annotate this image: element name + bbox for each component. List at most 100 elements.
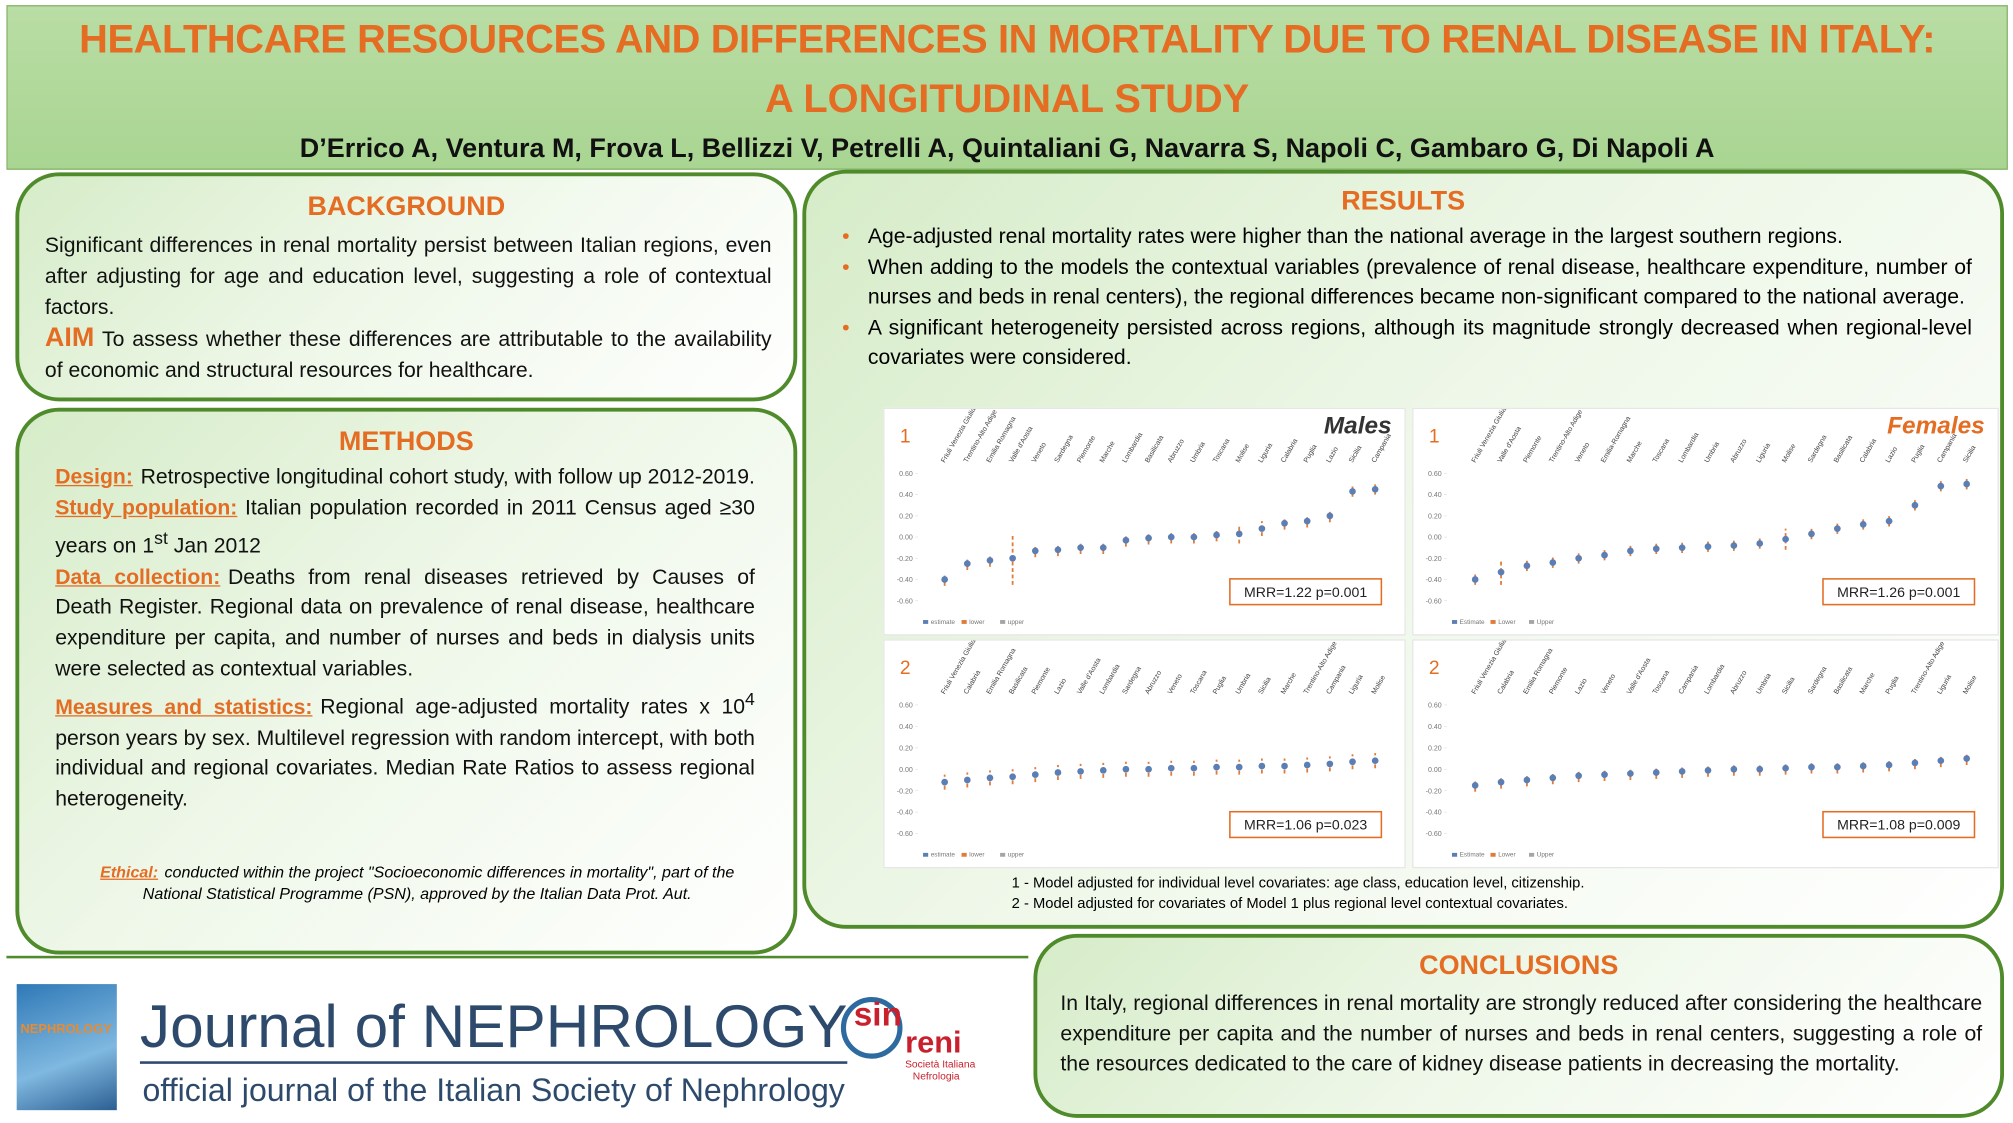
x-tick-label: Liguria [1348,674,1365,696]
y-tick-label: -0.20 [897,556,913,563]
estimate-point [1652,769,1660,776]
estimate-point [1549,559,1557,566]
estimate-point [1054,546,1062,554]
label: Data collection: [55,565,221,589]
estimate-point [1885,517,1893,525]
heading: CONCLUSIONS [1419,950,1619,981]
x-tick-label: Umbria [1235,672,1252,695]
y-tick-label: 0.00 [899,767,913,774]
estimate-point [1167,533,1175,541]
estimate-point [986,774,994,782]
y-tick-label: -0.20 [1426,556,1442,563]
estimate-point [941,576,948,583]
y-tick-label: 0.00 [1428,767,1442,774]
estimate-point [1756,765,1764,773]
title: HEALTHCARE RESOURCES AND DIFFERENCES IN … [79,16,1936,62]
x-tick-label: Veneto [1574,442,1591,465]
x-tick-label: Campania [1326,664,1348,695]
text: Deaths from renal diseases retrieved by … [55,565,755,681]
x-tick-label: Marche [1859,672,1877,696]
legend-swatch [1000,620,1006,624]
footnote: 1 - Model adjusted for individual level … [1011,876,1585,892]
y-tick-label: -0.40 [897,810,913,817]
text: Retrospective longitudinal cohort study,… [140,465,755,489]
estimate-point [1099,544,1107,552]
legend-swatch [1000,852,1006,857]
estimate-point [1911,501,1919,509]
text: Jan 2012 [167,535,261,559]
estimate-point [1497,568,1505,576]
estimate-point [1054,769,1062,776]
x-tick-label: Marche [1099,440,1117,464]
x-tick-label: Veneto [1167,673,1184,696]
annotation-box [1822,810,1976,839]
heading: RESULTS [1341,186,1466,217]
x-tick-label: Toscana [1190,669,1209,695]
legend-swatch [923,620,929,624]
journal-area: NEPHROLOGY Journal of NEPHROLOGY officia… [6,955,1029,1121]
x-tick-label: Valle d'Aosta [1008,426,1034,465]
x-tick-label: Sardegna [1807,666,1828,696]
y-tick-label: 0.60 [899,703,913,710]
x-tick-label: Lazio [1326,446,1341,464]
x-tick-label: Marche [1280,672,1298,696]
conclusions-box: CONCLUSIONS In Italy, regional differenc… [1033,933,2005,1118]
methods-list: Design: Retrospective longitudinal cohort… [55,463,755,815]
y-tick-label: 0.00 [899,535,913,542]
estimate-point [1145,534,1152,542]
estimate-point [1601,771,1608,778]
journal-name: Journal of NEPHROLOGY [139,992,848,1064]
estimate-point [1627,547,1634,555]
estimate-point [1859,762,1867,770]
estimate-point [1704,543,1712,550]
x-tick-label: Veneto [1031,442,1048,465]
x-tick-label: Lombardia [1678,432,1701,464]
estimate-point [1326,512,1334,520]
x-tick-label: Lombardia [1122,432,1145,464]
estimate-point [1678,768,1686,775]
method-item: Study population: Italian population reco… [55,494,755,563]
logo-society: Società Italiana [905,1058,976,1071]
x-tick-label: Molise [1371,674,1387,695]
x-tick-label: Lombardia [1099,663,1122,695]
estimate-point [1471,576,1479,583]
x-tick-label: Liguria [1936,674,1953,696]
y-tick-label: -0.40 [1426,810,1442,817]
bullet: When adding to the models the contextual… [837,253,1972,313]
annotation: MRR=1.22 p=0.001 [1244,584,1367,600]
panel-label: 1 [1429,427,1440,448]
x-tick-label: Sardegna [1807,434,1828,464]
authors: D’Errico A, Ventura M, Frova L, Bellizzi… [299,133,1715,164]
x-tick-label: Sardegna [1054,434,1075,464]
annotation: MRR=1.08 p=0.009 [1837,817,1960,833]
x-tick-label: Puglia [1885,675,1901,696]
results-bullets: Age-adjusted renal mortality rates were … [837,223,1972,374]
legend-swatch [1529,620,1535,624]
logo-sin: sin [853,994,902,1033]
legend-swatch [923,852,929,857]
estimate-point [1235,763,1243,771]
journal-subtitle: official journal of the Italian Society … [142,1072,845,1109]
x-tick-label: Puglia [1212,675,1228,696]
legend-label: lower [969,852,985,859]
text: Italian population recorded in 2011 Cens… [55,496,755,559]
estimate-point [1122,765,1130,773]
y-tick-label: 0.40 [1428,492,1442,499]
estimate-point [1549,774,1557,782]
text: 4 [745,690,755,710]
x-tick-label: Lazio [1574,677,1589,695]
estimate-point [1859,520,1867,528]
estimate-point [1099,766,1107,774]
estimate-point [1730,765,1738,773]
annotation-box [1822,578,1976,606]
heading: BACKGROUND [307,191,506,222]
estimate-point [941,778,948,786]
legend-label: Lower [1498,852,1516,859]
x-tick-label: Toscana [1652,669,1671,695]
x-tick-label: Basilicata [1144,434,1165,464]
panel-label: 1 [900,427,911,448]
legend-swatch [1451,620,1458,624]
footnotes: 1 - Model adjusted for individual level … [1012,873,1585,914]
x-tick-label: Sicilia [1348,445,1363,465]
